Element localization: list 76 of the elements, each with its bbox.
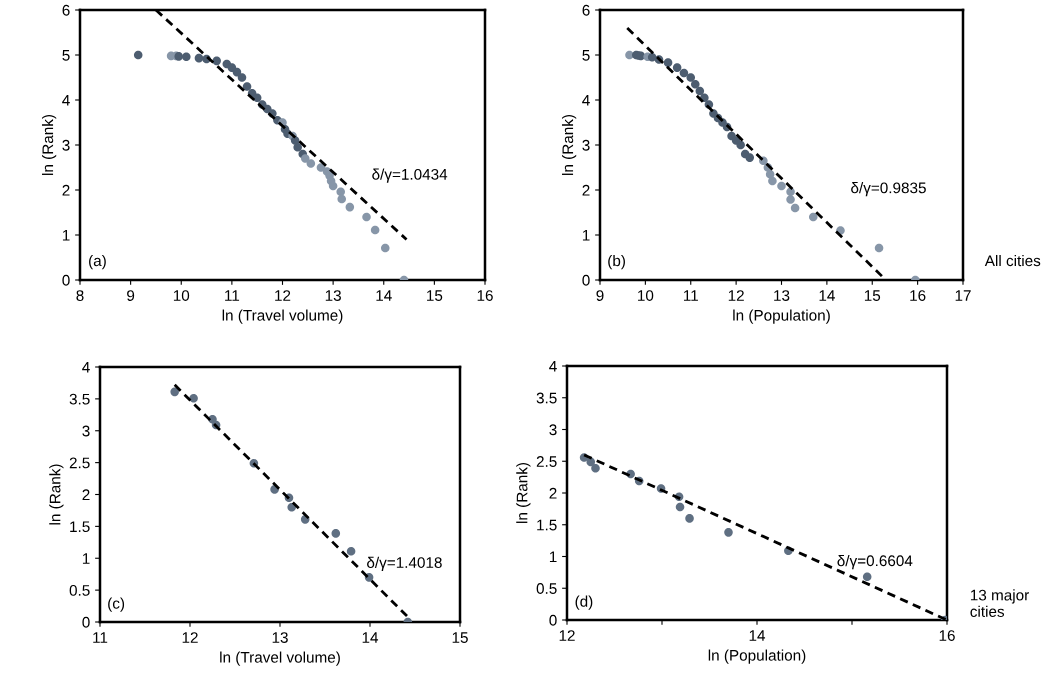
x-tick-label: 11 [225,290,240,301]
y-tick-label: 3.5 [536,392,557,404]
y-tick-label: 2 [82,489,90,501]
y-tick-label: 1.5 [70,521,90,533]
x-axis-title: ln (Travel volume) [220,651,340,666]
y-tick-label: 6 [62,4,70,16]
x-axis-title: ln (Population) [733,309,830,324]
x-tick-label: 13 [325,290,341,301]
y-tick-label: 2 [582,184,590,196]
x-tick-label: 15 [452,632,468,643]
x-tick-label: 13 [272,632,288,643]
x-axis-title: ln (Population) [708,649,806,664]
x-tick-label: 12 [275,290,291,301]
x-tick-label: 16 [477,290,493,301]
x-tick-label: 14 [819,290,835,301]
x-tick-label: 14 [749,630,766,641]
x-tick-label: 17 [955,290,971,301]
annotation: δ/γ=1.0434 [372,168,448,183]
y-tick-label: 0 [582,274,590,286]
y-tick-label: 1 [582,230,590,241]
x-tick-label: 9 [596,290,604,301]
y-tick-label: 2 [549,487,557,499]
x-tick-label: 11 [683,290,698,301]
y-tick-label: 2 [62,184,70,196]
y-axis-title: ln (Rank) [516,462,531,523]
y-tick-label: 0 [62,274,70,286]
y-tick-label: 5 [582,50,590,61]
y-tick-label: 0 [549,614,557,626]
x-tick-label: 15 [864,290,881,301]
y-tick-label: 3 [82,425,90,437]
y-axis-title: ln (Rank) [49,464,64,525]
y-tick-label: 1 [82,553,90,564]
y-axis-title: ln (Rank) [41,114,57,175]
y-tick-label: 0.5 [69,584,90,596]
y-tick-label: 6 [582,4,590,16]
x-tick-label: 9 [127,290,135,301]
x-axis-title: ln (Travel volume) [222,309,343,324]
y-tick-label: 4 [82,362,90,373]
y-tick-label: 3.5 [69,393,90,405]
x-tick-label: 10 [638,290,654,301]
x-tick-label: 12 [728,290,744,301]
y-tick-label: 1 [549,551,557,563]
y-tick-label: 1 [62,230,70,241]
x-tick-label: 16 [939,630,955,641]
x-tick-label: 10 [173,290,190,301]
y-tick-label: 0 [82,616,90,628]
y-tick-label: 3 [549,424,557,436]
y-tick-label: 3 [62,139,70,151]
x-tick-label: 8 [76,290,84,301]
y-tick-label: 1.5 [537,519,557,531]
x-tick-label: 16 [910,290,926,301]
annotation: (d) [575,595,593,610]
annotation: (a) [89,254,106,270]
text: 13 major cities [970,589,1029,617]
x-tick-label: 14 [362,632,379,643]
x-tick-label: 14 [376,290,392,301]
annotation: (c) [108,597,125,612]
y-tick-label: 5 [62,50,70,61]
annotation: (b) [608,254,625,270]
annotation: δ/γ=0.6604 [837,554,913,570]
y-tick-label: 0.5 [536,583,557,594]
y-tick-label: 3 [582,139,590,151]
y-tick-label: 4 [549,361,557,372]
annotation: δ/γ=1.4018 [367,556,442,571]
text: All cities [984,254,1041,267]
y-tick-label: 4 [62,95,70,106]
y-tick-label: 2.5 [536,456,557,467]
x-tick-label: 11 [93,632,108,643]
annotation: δ/γ=0.9835 [851,182,926,197]
y-axis-title: ln (Rank) [561,114,577,175]
y-tick-label: 4 [582,95,590,106]
y-tick-label: 2.5 [69,457,90,469]
x-tick-label: 12 [559,630,575,641]
x-tick-label: 13 [774,290,790,301]
x-tick-label: 15 [427,290,443,301]
x-tick-label: 12 [182,632,198,643]
